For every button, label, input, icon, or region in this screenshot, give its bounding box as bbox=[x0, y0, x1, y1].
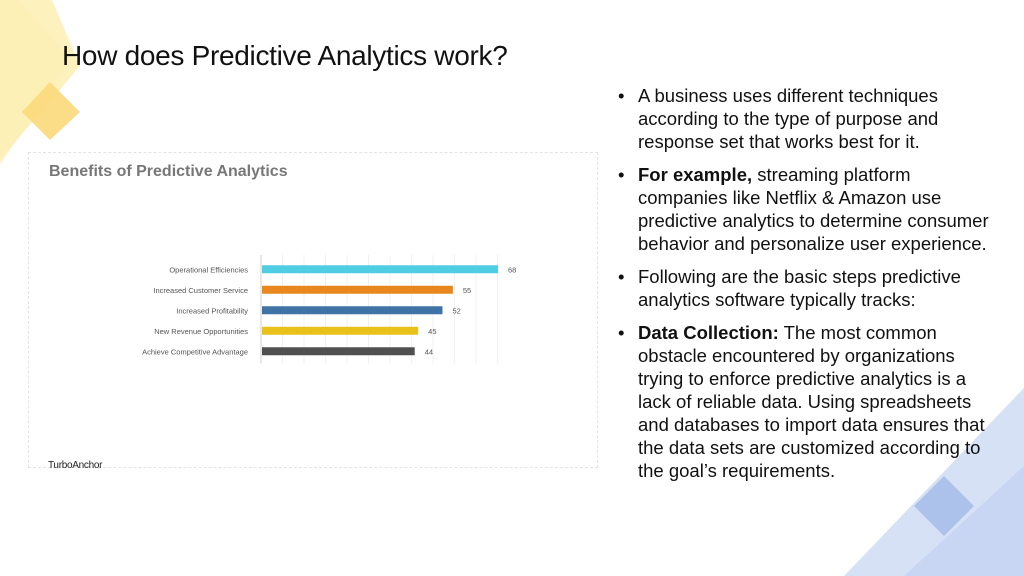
bullet-text: Following are the basic steps predictive… bbox=[638, 266, 961, 310]
bullet-text: A business uses different techniques acc… bbox=[638, 85, 939, 152]
bar bbox=[262, 265, 498, 274]
bullet-dot: • bbox=[618, 164, 625, 185]
category-label: Increased Profitability bbox=[176, 306, 248, 315]
value-label: 68 bbox=[508, 265, 516, 274]
bullet-item: • A business uses different techniques a… bbox=[618, 84, 1002, 153]
bullet-dot: • bbox=[618, 266, 625, 287]
bullet-dot: • bbox=[618, 322, 625, 343]
bullet-bold: Data Collection: bbox=[638, 322, 779, 343]
bullet-item: • For example, streaming platform compan… bbox=[618, 163, 1002, 255]
category-label: Increased Customer Service bbox=[153, 286, 248, 295]
logo: TurboAnchor bbox=[48, 460, 103, 471]
bullet-text: streaming platform companies like Netfli… bbox=[638, 164, 989, 254]
bar bbox=[262, 306, 443, 315]
value-label: 52 bbox=[452, 306, 460, 315]
decor-top-left bbox=[0, 0, 80, 165]
diamond-yellow bbox=[22, 82, 80, 140]
bullet-bold: For example, bbox=[638, 164, 753, 185]
chart-title: Benefits of Predictive Analytics bbox=[49, 163, 288, 180]
category-label: New Revenue Opportunities bbox=[154, 327, 248, 336]
bullet-item: • Data Collection: The most common obsta… bbox=[618, 321, 1002, 482]
bar bbox=[262, 326, 419, 335]
bullet-text: The most common obstacle encountered by … bbox=[638, 322, 985, 481]
value-label: 55 bbox=[463, 286, 471, 295]
slide-title: How does Predictive Analytics work? bbox=[62, 40, 508, 71]
bar bbox=[262, 347, 415, 356]
diamond-blue bbox=[914, 476, 974, 536]
bullet-dot: • bbox=[618, 85, 625, 106]
bullet-list: • A business uses different techniques a… bbox=[618, 84, 1002, 492]
bar bbox=[262, 285, 453, 294]
bar-chart: Operational Efficiencies 68 Increased Cust… bbox=[142, 255, 516, 364]
category-label: Achieve Competitive Advantage bbox=[142, 347, 248, 356]
value-label: 45 bbox=[428, 327, 436, 336]
bullet-item: • Following are the basic steps predicti… bbox=[618, 265, 1002, 311]
value-label: 44 bbox=[425, 347, 433, 356]
category-label: Operational Efficiencies bbox=[169, 265, 248, 274]
decor-bottom-right bbox=[844, 388, 1024, 576]
